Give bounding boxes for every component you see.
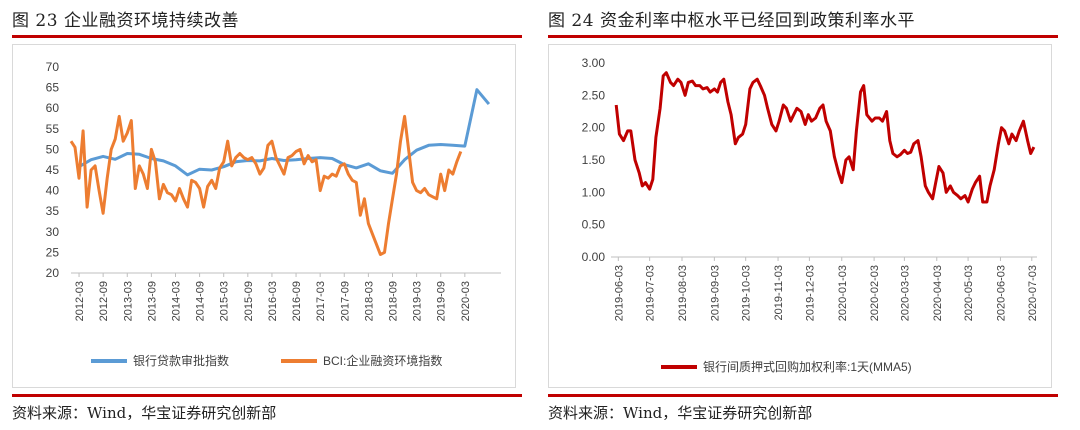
y-tick-label: 0.50 [582, 218, 606, 232]
y-tick-label: 1.50 [582, 153, 606, 167]
x-tick-label: 2020-07-03 [1027, 265, 1039, 321]
x-tick-label: 2020-06-03 [995, 265, 1007, 321]
y-tick-label: 60 [46, 101, 60, 115]
legend-label: BCI:企业融资环境指数 [323, 353, 442, 368]
chart-repo-rate: 0.00 0.50 1.00 1.50 2.00 2.50 3.00 2019-06-03 20… [582, 56, 1039, 374]
x-tick-label: 2019-03 [412, 281, 424, 321]
x-tick-label: 2020-02-03 [869, 265, 881, 321]
x-tick-label: 2013-09 [146, 281, 158, 321]
chart-frame: 20 25 30 35 40 45 50 55 60 65 70 2012-03 2012-09 2013… [12, 44, 516, 388]
y-tick-label: 1.00 [582, 185, 606, 199]
y-tick-label: 65 [46, 81, 60, 95]
y-tick-label: 45 [46, 163, 60, 177]
title-rule [12, 35, 522, 38]
source-rule [12, 394, 522, 397]
x-tick-label: 2019-09 [436, 281, 448, 321]
figure-title: 图 24 资金利率中枢水平已经回到政策利率水平 [548, 11, 915, 31]
legend-label: 银行贷款审批指数 [133, 353, 229, 368]
figure-panel-left: 图 23 企业融资环境持续改善 20 25 30 35 40 45 50 55 60 65 70 20… [12, 0, 522, 430]
x-tick-label: 2019-06-03 [613, 265, 625, 321]
x-tick-label: 2020-05-03 [963, 265, 975, 321]
figure-title: 图 23 企业融资环境持续改善 [12, 11, 239, 31]
x-tick-label: 2020-03 [460, 281, 472, 321]
figure-panel-right: 图 24 资金利率中枢水平已经回到政策利率水平 0.00 0.50 1.00 1.50… [548, 0, 1058, 430]
series-line-2 [69, 114, 463, 256]
x-tick-label: 2019-07-03 [645, 265, 657, 321]
x-tick-label: 2019-08-03 [677, 265, 689, 321]
y-tick-label: 55 [46, 122, 60, 136]
x-tick-label: 2013-03 [122, 281, 134, 321]
source-note: 资料来源：Wind，华宝证券研究创新部 [12, 404, 277, 422]
x-tick-label: 2018-09 [387, 281, 399, 321]
series-line-1 [78, 88, 491, 177]
y-tick-label: 35 [46, 204, 60, 218]
y-tick-label: 70 [46, 60, 60, 74]
y-tick-label: 3.00 [582, 56, 606, 70]
y-tick-label: 25 [46, 245, 60, 259]
x-tick-label: 2020-04-03 [932, 265, 944, 321]
y-tick-label: 50 [46, 142, 60, 156]
title-rule [548, 35, 1058, 38]
x-tick-label: 2019-12-03 [804, 265, 816, 321]
y-tick-label: 40 [46, 184, 60, 198]
x-tick-label: 2018-03 [363, 281, 375, 321]
y-tick-label: 30 [46, 225, 60, 239]
series-line-1 [614, 71, 1036, 204]
source-rule [548, 394, 1058, 397]
x-tick-label: 2019-11-03 [773, 265, 785, 320]
x-tick-label: 2014-03 [170, 281, 182, 321]
x-tick-label: 2019-09-03 [709, 265, 721, 321]
x-tick-label: 2012-03 [74, 281, 86, 321]
x-tick-label: 2020-01-03 [837, 265, 849, 321]
legend-label: 银行间质押式回购加权利率:1天(MMA5) [703, 359, 912, 374]
x-tick-label: 2019-10-03 [741, 265, 753, 321]
x-tick-label: 2016-03 [267, 281, 279, 321]
x-tick-label: 2017-09 [339, 281, 351, 321]
y-tick-label: 2.00 [582, 121, 606, 135]
x-tick-label: 2017-03 [315, 281, 327, 321]
source-note: 资料来源：Wind，华宝证券研究创新部 [548, 404, 813, 422]
x-tick-label: 2012-09 [98, 281, 110, 321]
chart-financing-environment: 20 25 30 35 40 45 50 55 60 65 70 2012-03 2012-09 2013… [46, 60, 501, 368]
y-tick-label: 20 [46, 266, 60, 280]
y-tick-label: 0.00 [582, 250, 606, 264]
x-tick-label: 2015-03 [219, 281, 231, 321]
y-tick-label: 2.50 [582, 88, 606, 102]
x-tick-label: 2015-09 [243, 281, 255, 321]
x-tick-label: 2014-09 [195, 281, 207, 321]
chart-frame: 0.00 0.50 1.00 1.50 2.00 2.50 3.00 2019-06-03 20… [548, 44, 1052, 388]
x-tick-label: 2016-09 [291, 281, 303, 321]
x-tick-label: 2020-03-03 [899, 265, 911, 321]
